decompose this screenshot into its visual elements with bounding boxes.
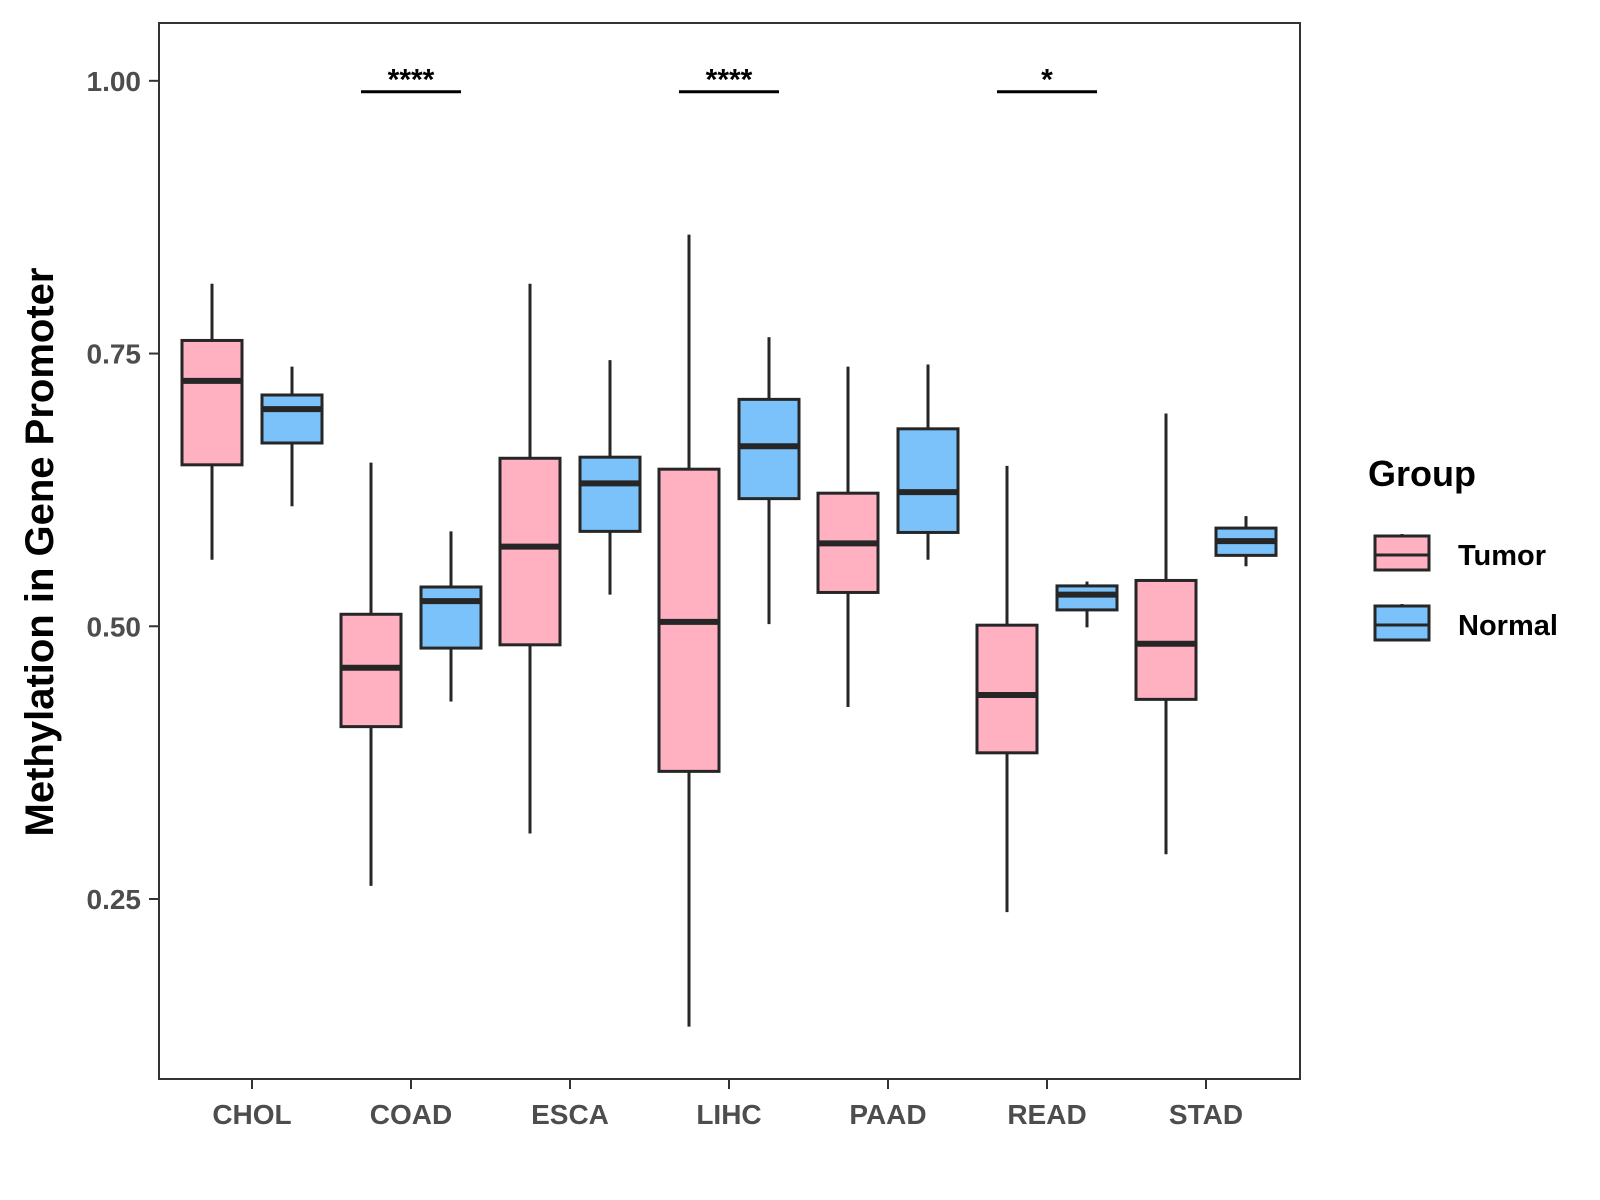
legend-key-box bbox=[1373, 534, 1431, 572]
x-tick-label: READ bbox=[1007, 1099, 1086, 1130]
box-iqr bbox=[1055, 584, 1119, 612]
box-tumor-chol bbox=[180, 283, 244, 560]
box-tumor-read bbox=[975, 465, 1039, 913]
y-tick-label: 0.50 bbox=[87, 611, 142, 642]
y-tick-label: 0.75 bbox=[87, 339, 142, 370]
box-iqr bbox=[975, 623, 1039, 755]
x-tick-label: LIHC bbox=[696, 1099, 761, 1130]
legend: Tumor Normal bbox=[1373, 534, 1558, 642]
box-normal-read bbox=[1055, 581, 1119, 628]
box-normal-chol bbox=[260, 366, 324, 507]
box-normal-esca bbox=[578, 360, 642, 595]
x-tick-label: PAAD bbox=[849, 1099, 926, 1130]
box-normal-paad bbox=[896, 364, 960, 560]
x-tick-label: STAD bbox=[1169, 1099, 1243, 1130]
legend-label-tumor: Tumor bbox=[1458, 540, 1546, 572]
legend-label-normal: Normal bbox=[1458, 610, 1558, 642]
box-normal-stad bbox=[1214, 516, 1278, 567]
plot-layer: 0.25 0.50 0.75 1.00 CHOL COAD ESCA LIHC PAAD READ… bbox=[87, 22, 1301, 1130]
legend-entry-tumor: Tumor bbox=[1373, 534, 1546, 572]
box-normal-coad bbox=[419, 531, 483, 702]
significance-label: **** bbox=[388, 64, 435, 97]
box-tumor-coad bbox=[339, 462, 403, 886]
box-iqr bbox=[260, 393, 324, 445]
box-iqr bbox=[578, 455, 642, 533]
y-axis-title: Methylation in Gene Promoter bbox=[18, 268, 62, 837]
box-tumor-lihc bbox=[657, 234, 721, 1027]
significance-label: * bbox=[1041, 64, 1053, 97]
legend-title: Group bbox=[1368, 453, 1476, 494]
y-tick-label: 1.00 bbox=[87, 66, 142, 97]
x-tick-label: COAD bbox=[370, 1099, 452, 1130]
y-tick-label: 0.25 bbox=[87, 884, 142, 915]
plot-border bbox=[158, 22, 1301, 1080]
box-iqr bbox=[180, 338, 244, 467]
box-tumor-stad bbox=[1134, 413, 1198, 855]
box-iqr bbox=[498, 456, 562, 647]
box-iqr bbox=[1134, 578, 1198, 701]
legend-key-box bbox=[1373, 604, 1431, 642]
box-tumor-paad bbox=[816, 366, 880, 707]
x-tick-label: ESCA bbox=[531, 1099, 609, 1130]
box-tumor-esca bbox=[498, 283, 562, 834]
box-iqr bbox=[419, 585, 483, 650]
significance-label: **** bbox=[706, 64, 753, 97]
box-normal-lihc bbox=[737, 337, 801, 625]
x-tick-label: CHOL bbox=[212, 1099, 291, 1130]
box-iqr bbox=[896, 427, 960, 534]
plot-panel bbox=[159, 23, 1300, 1079]
legend-entry-normal: Normal bbox=[1373, 604, 1558, 642]
